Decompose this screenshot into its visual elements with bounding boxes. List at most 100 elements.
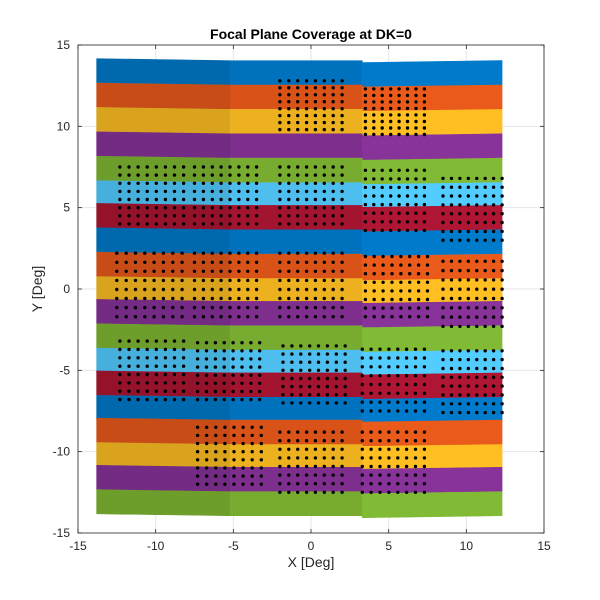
detector-point	[192, 214, 197, 218]
detector-point	[195, 458, 200, 462]
detector-point	[422, 391, 427, 395]
y-tick-label: 10	[57, 119, 71, 133]
detector-point	[389, 202, 393, 207]
detector-point	[483, 194, 487, 198]
detector-point	[331, 269, 335, 273]
detector-point	[372, 168, 376, 172]
detector-point	[249, 357, 253, 361]
detector-point	[145, 206, 149, 210]
detector-point	[304, 79, 309, 83]
detector-point	[171, 260, 175, 264]
detector-point	[296, 173, 300, 177]
detector-point	[195, 441, 200, 446]
detector-point	[133, 260, 138, 264]
band-segment	[361, 372, 503, 400]
detector-point	[387, 473, 391, 477]
detector-point	[127, 173, 131, 177]
detector-point	[389, 220, 393, 224]
detector-point	[422, 447, 427, 451]
detector-point	[313, 214, 318, 218]
detector-point	[458, 194, 462, 198]
detector-point	[180, 260, 184, 264]
detector-point	[466, 410, 470, 415]
detector-point	[313, 490, 318, 494]
detector-point	[287, 251, 291, 255]
detector-point	[214, 466, 218, 470]
detector-point	[195, 425, 200, 429]
detector-point	[304, 278, 309, 283]
detector-point	[180, 296, 184, 301]
detector-point	[281, 401, 285, 405]
detector-point	[405, 220, 410, 224]
detector-point	[390, 297, 394, 302]
detector-point	[413, 430, 418, 434]
detector-point	[390, 289, 394, 293]
detector-point	[363, 194, 368, 198]
detector-point	[483, 229, 487, 234]
detector-point	[322, 439, 326, 443]
detector-point	[441, 315, 445, 319]
detector-point	[180, 251, 184, 255]
detector-point	[491, 287, 496, 291]
detector-point	[380, 87, 384, 91]
detector-point	[404, 382, 409, 387]
detector-point	[475, 185, 479, 189]
detector-point	[475, 194, 479, 198]
detector-point	[127, 397, 131, 402]
detector-point	[118, 381, 122, 385]
detector-point	[210, 269, 214, 273]
detector-point	[408, 280, 412, 284]
detector-point	[145, 397, 149, 402]
detector-point	[210, 278, 214, 283]
detector-point	[287, 173, 291, 177]
detector-point	[143, 296, 147, 301]
detector-point	[304, 127, 309, 132]
detector-point	[425, 306, 430, 310]
detector-point	[404, 482, 409, 486]
detector-point	[372, 306, 376, 310]
detector-point	[491, 324, 496, 329]
detector-point	[254, 251, 259, 255]
detector-point	[422, 228, 427, 233]
band-segment	[229, 325, 363, 351]
x-tick-label: -15	[69, 539, 87, 553]
detector-point	[331, 93, 335, 97]
detector-point	[223, 474, 227, 478]
detector-point	[214, 482, 218, 486]
detector-point	[145, 339, 149, 343]
detector-point	[397, 211, 401, 215]
detector-point	[405, 228, 410, 233]
detector-point	[192, 197, 197, 202]
detector-point	[331, 86, 335, 90]
detector-point	[390, 280, 394, 284]
detector-point	[296, 127, 300, 132]
detector-point	[296, 430, 300, 434]
detector-point	[222, 357, 226, 361]
detector-point	[219, 189, 223, 194]
detector-point	[491, 410, 496, 415]
detector-point	[246, 251, 250, 255]
detector-point	[322, 127, 326, 132]
detector-point	[378, 447, 382, 451]
detector-point	[250, 433, 254, 438]
detector-point	[387, 400, 391, 404]
detector-point	[331, 287, 335, 292]
detector-point	[404, 464, 409, 469]
detector-point	[127, 347, 131, 352]
detector-point	[331, 305, 335, 310]
detector-point	[340, 173, 344, 177]
detector-point	[340, 197, 344, 202]
detector-point	[397, 126, 401, 130]
detector-point	[425, 315, 430, 319]
detector-point	[316, 393, 321, 397]
detector-point	[441, 176, 445, 181]
detector-point	[163, 356, 168, 360]
detector-point	[449, 287, 454, 291]
detector-point	[143, 305, 147, 310]
detector-point	[136, 181, 140, 185]
detector-point	[287, 296, 291, 301]
detector-point	[380, 126, 384, 130]
detector-point	[304, 107, 309, 111]
detector-point	[296, 439, 300, 443]
detector-point	[172, 189, 177, 194]
